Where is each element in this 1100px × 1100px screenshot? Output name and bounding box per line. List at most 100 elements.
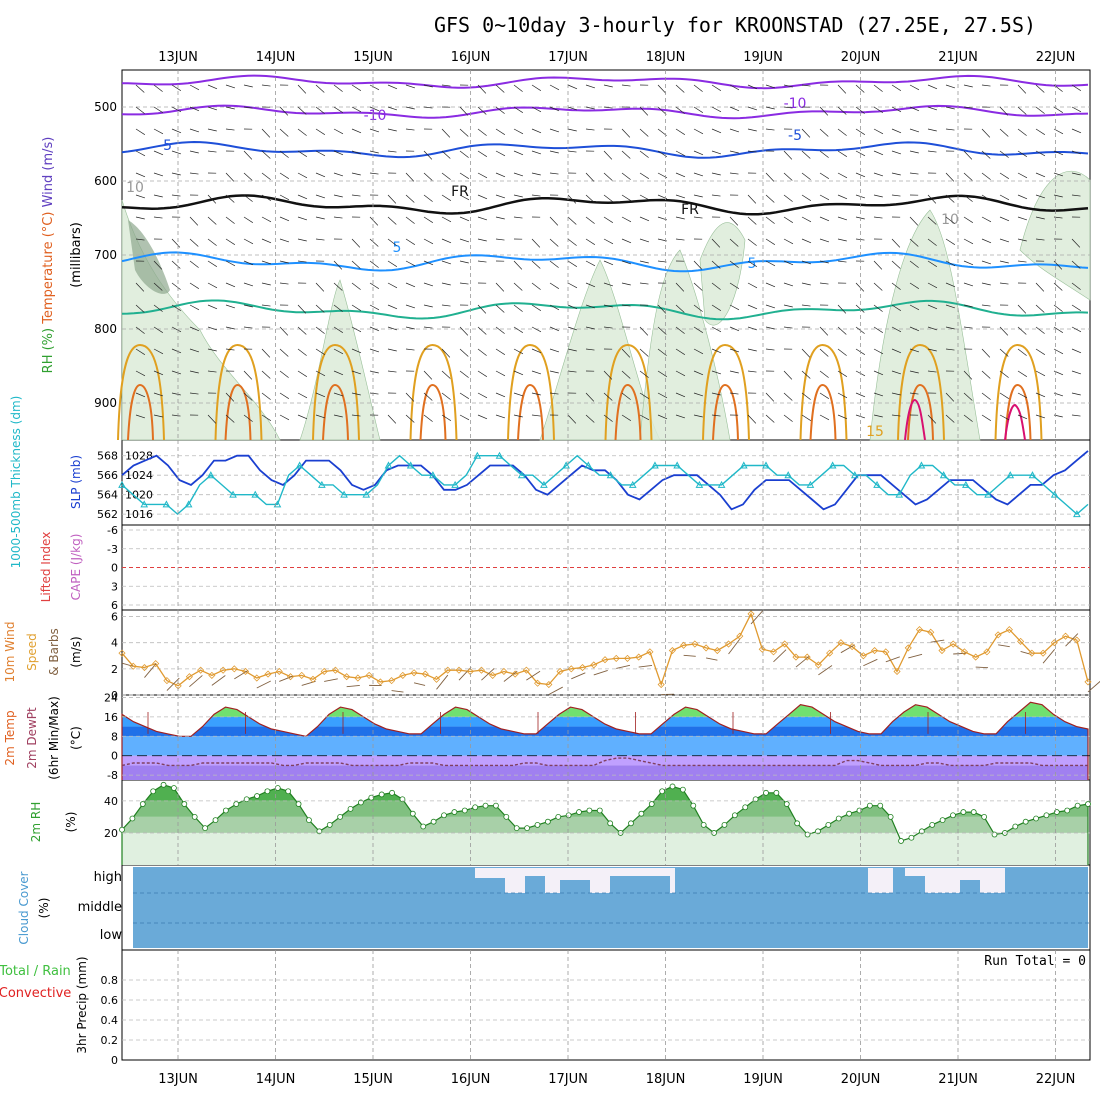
thickness-point	[473, 451, 482, 459]
wind-barb	[1017, 326, 1027, 335]
wind-barb	[315, 326, 325, 334]
wind-speed-point	[949, 640, 957, 648]
wind-barb	[297, 414, 308, 420]
wind-barb	[261, 84, 271, 87]
wind-barb	[837, 150, 848, 158]
wind-barb	[729, 150, 739, 154]
wind-barb	[549, 84, 560, 91]
thickness-point	[406, 461, 415, 469]
wind-barb	[261, 194, 272, 202]
wind-barb	[549, 348, 560, 353]
wind-barb	[873, 392, 884, 397]
wind-speed-point	[960, 648, 969, 656]
wind-barb-10m	[436, 674, 449, 690]
wind-barb	[333, 194, 343, 198]
rh-area-high	[128, 220, 170, 294]
thickness-point	[184, 500, 193, 508]
wind-barb	[963, 282, 974, 287]
wind-barb	[423, 370, 433, 380]
wind-speed-point	[769, 648, 778, 656]
wind-barb	[297, 172, 308, 179]
wind-barb	[351, 106, 362, 113]
wind-barb	[279, 348, 289, 357]
rh-point	[596, 807, 603, 814]
wind-barb	[261, 348, 271, 358]
rh-point	[337, 813, 344, 820]
wind-barb	[531, 370, 542, 375]
wind-barb	[171, 172, 181, 176]
wind-barb	[963, 194, 973, 202]
wind-barb	[261, 370, 271, 379]
wind-barb	[333, 414, 343, 418]
wind-barb	[729, 238, 739, 247]
wind-barb	[531, 238, 541, 248]
rh-point	[1012, 823, 1019, 830]
wind-barb	[189, 150, 199, 154]
wind-barb	[207, 216, 217, 225]
wind-barb	[891, 172, 901, 176]
wind-barb	[1017, 348, 1027, 356]
wind-barb	[279, 128, 289, 137]
wind-barb	[747, 150, 757, 153]
wind-barb	[441, 304, 451, 307]
wind-barb	[297, 194, 308, 200]
wind-barb	[657, 326, 667, 335]
wind-barb	[603, 370, 613, 380]
wind-barb	[855, 128, 866, 136]
wind-speed-point	[983, 648, 991, 656]
thickness-point	[162, 500, 171, 508]
wind-barb	[495, 282, 505, 292]
wind-barb	[675, 150, 686, 157]
wind-barb	[207, 370, 217, 373]
wind-speed-point	[522, 666, 530, 674]
wind-barb-10m	[930, 639, 945, 643]
rh-point	[191, 813, 198, 820]
wind-barb	[999, 392, 1010, 400]
wind-barb	[351, 414, 361, 417]
precip-tick-label: 0.4	[101, 1014, 119, 1027]
isotherm--5	[121, 140, 1089, 159]
wind-barb	[315, 414, 326, 419]
wind-barb	[747, 84, 758, 90]
wind-barb	[225, 414, 235, 423]
wind-barb	[549, 282, 560, 290]
ylabel-part: Temperature (°C)	[41, 207, 56, 324]
wind-barb	[261, 128, 271, 138]
temp-tick-label: 16	[104, 711, 118, 724]
cloud-high-fill	[905, 876, 925, 893]
wind-barb	[711, 326, 722, 333]
isotherm-15-bubble	[604, 343, 653, 441]
wind-barb	[639, 128, 649, 137]
wind-barb	[423, 194, 433, 202]
wind-barb	[621, 150, 631, 159]
wind-barb	[351, 128, 362, 134]
wind-barb	[765, 326, 775, 330]
contour-label: 10	[126, 180, 144, 196]
rh-point	[119, 826, 125, 833]
wind-barb	[927, 414, 937, 424]
wind-barb	[549, 238, 559, 247]
wind-barb	[513, 106, 524, 114]
rh-band	[122, 800, 1088, 817]
wind-barb	[657, 348, 667, 356]
wind-barb	[423, 84, 433, 88]
wind-barb	[603, 282, 614, 287]
wind-barb	[369, 370, 379, 374]
wind-barb	[819, 128, 829, 137]
wind-barb	[819, 150, 829, 158]
wind-barb	[477, 128, 487, 136]
wind-barb	[927, 150, 937, 153]
wind-barb	[315, 392, 326, 398]
thickness-point	[695, 480, 704, 488]
wind-barb	[225, 194, 235, 203]
wind-barb	[675, 172, 686, 178]
wind-barb	[927, 128, 937, 132]
temp-ylabel-part: (°C)	[69, 726, 83, 750]
rh-band	[122, 816, 1088, 833]
wind-speed-point	[500, 667, 508, 676]
wind-barb	[1035, 414, 1046, 419]
thickness-point	[495, 451, 504, 459]
wind-barb	[243, 304, 253, 308]
isotherm-20-bubble	[419, 383, 447, 441]
wind-barb	[567, 370, 577, 373]
